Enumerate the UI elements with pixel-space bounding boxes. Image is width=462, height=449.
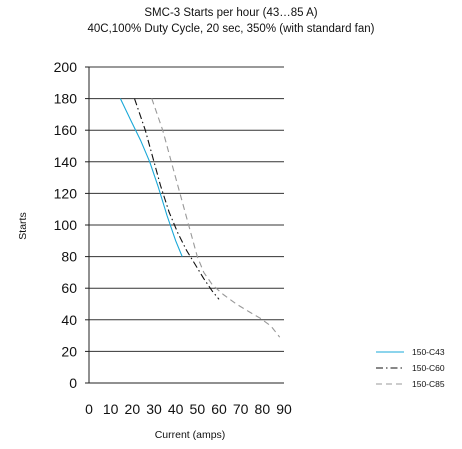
legend: 150-C43 150-C60 150-C85 — [376, 347, 445, 389]
series-line-150-C43 — [119, 98, 183, 257]
axes — [85, 66, 284, 384]
x-tick-label-10: 10 — [103, 401, 119, 417]
x-tick-label-0: 0 — [85, 401, 93, 417]
x-tick-label-50: 50 — [190, 401, 206, 417]
y-tick-label-0: 0 — [69, 375, 77, 391]
x-tick-label-60: 60 — [211, 401, 227, 417]
y-tick-label-200: 200 — [54, 59, 78, 75]
y-tick-label-180: 180 — [54, 91, 78, 107]
series-line-150-C85 — [151, 98, 281, 338]
y-tick-label-140: 140 — [54, 154, 78, 170]
chart-title: SMC-3 Starts per hour (43…85 A) — [144, 7, 317, 19]
series-lines — [119, 98, 281, 338]
gridlines — [89, 66, 284, 352]
y-tick-labels: 0 20 40 60 80 100 120 140 160 180 200 — [54, 59, 78, 391]
legend-label-150-C85: 150-C85 — [412, 379, 445, 389]
x-tick-label-80: 80 — [255, 401, 271, 417]
y-axis-label: Starts — [17, 212, 29, 239]
y-tick-label-160: 160 — [54, 122, 78, 138]
y-tick-label-40: 40 — [61, 312, 77, 328]
y-tick-label-100: 100 — [54, 217, 78, 233]
y-tick-label-80: 80 — [61, 249, 77, 265]
series-line-150-C60 — [133, 98, 220, 300]
chart-subtitle: 40C,100% Duty Cycle, 20 sec, 350% (with … — [87, 23, 374, 35]
x-tick-label-30: 30 — [146, 401, 162, 417]
x-axis-label: Current (amps) — [155, 429, 226, 441]
legend-label-150-C43: 150-C43 — [412, 347, 445, 357]
x-tick-label-40: 40 — [168, 401, 184, 417]
legend-label-150-C60: 150-C60 — [412, 363, 445, 373]
x-tick-label-90: 90 — [276, 401, 292, 417]
y-tick-label-20: 20 — [61, 343, 77, 359]
x-tick-label-20: 20 — [125, 401, 141, 417]
y-tick-label-60: 60 — [61, 280, 77, 296]
x-tick-label-70: 70 — [233, 401, 249, 417]
y-tick-label-120: 120 — [54, 185, 78, 201]
x-tick-labels: 0 10 20 30 40 50 60 70 80 90 — [85, 401, 292, 417]
